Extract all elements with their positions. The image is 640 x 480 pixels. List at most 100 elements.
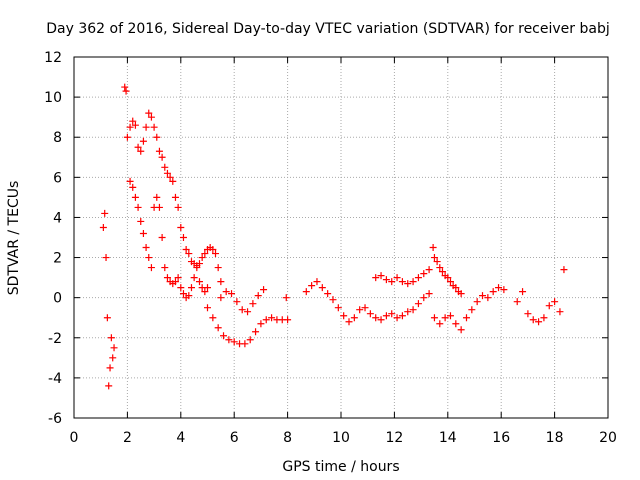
data-point [404,308,412,316]
data-point [457,326,465,334]
data-point [446,278,454,286]
data-point [462,314,470,322]
data-point [535,318,543,326]
x-tick-label: 8 [283,430,292,446]
data-point [99,223,107,231]
data-point [163,169,171,177]
data-point [372,274,380,282]
data-point [452,320,460,328]
data-point [158,153,166,161]
data-point [340,312,348,320]
y-tick-label: -4 [48,371,62,387]
y-tick-label: 12 [44,50,62,66]
y-tick-label: 4 [53,210,62,226]
data-point [137,147,145,155]
data-point [228,290,236,298]
data-point [308,282,316,290]
data-point [103,314,111,322]
x-tick-label: 4 [176,430,185,446]
data-point [102,254,110,262]
data-point [147,264,155,272]
data-point [444,274,452,282]
data-point [161,163,169,171]
data-point [123,133,131,141]
data-point [179,234,187,241]
data-point [489,288,497,296]
data-point [126,123,134,131]
data-point [177,223,185,231]
y-tick-label: 6 [53,170,62,186]
data-point [105,382,113,390]
data-point [217,294,225,302]
data-point [244,308,252,316]
data-point [345,318,353,326]
data-point [150,123,158,131]
data-point [155,203,163,211]
data-point [409,306,417,314]
data-point [122,87,130,95]
data-point [409,278,417,286]
data-point [163,274,171,282]
data-point [225,336,233,344]
data-point [382,276,390,284]
data-point [377,272,385,280]
data-point [145,109,153,117]
data-point [324,290,332,298]
data-point [388,278,396,286]
data-point [430,254,438,262]
data-point [254,292,262,300]
y-tick-label: 0 [53,291,62,307]
data-point [249,300,257,308]
data-point [174,203,182,211]
data-point [158,234,166,241]
x-tick-label: 6 [230,430,239,446]
data-point [241,340,249,348]
data-point [209,246,217,254]
data-point [201,250,209,258]
data-point [131,193,139,201]
data-point [257,320,265,328]
data-point [209,314,217,322]
x-tick-label: 12 [385,430,403,446]
data-point [142,244,150,252]
data-point [222,288,230,296]
data-point [233,298,241,306]
x-tick-label: 10 [332,430,350,446]
data-point [436,264,444,272]
x-tick-label: 16 [492,430,510,446]
plot-frame [73,56,609,419]
x-tick-label: 14 [439,430,457,446]
data-point [495,284,503,292]
data-point [161,264,169,272]
data-point [137,217,145,225]
data-points [99,83,568,390]
data-point [551,298,559,306]
data-point [479,292,487,300]
data-point [177,284,185,292]
data-point [452,284,460,292]
data-point [484,294,492,302]
data-point [145,254,153,262]
data-point [404,280,412,288]
data-point [334,304,342,312]
data-point [388,310,396,318]
y-tick-label: -2 [48,331,62,347]
data-point [238,306,246,314]
data-point [169,177,177,185]
data-point [393,274,401,282]
data-point [201,288,209,296]
data-point [129,183,137,191]
data-point [425,266,433,274]
data-point [545,302,553,310]
data-point [398,312,406,320]
data-point [246,336,254,344]
data-point [468,306,476,314]
data-point [187,284,195,292]
data-point [107,334,115,342]
data-point [524,310,532,318]
x-axis-label: GPS time / hours [282,459,399,475]
data-point [182,246,190,254]
y-tick-label: -6 [48,411,62,427]
data-point [356,306,364,314]
